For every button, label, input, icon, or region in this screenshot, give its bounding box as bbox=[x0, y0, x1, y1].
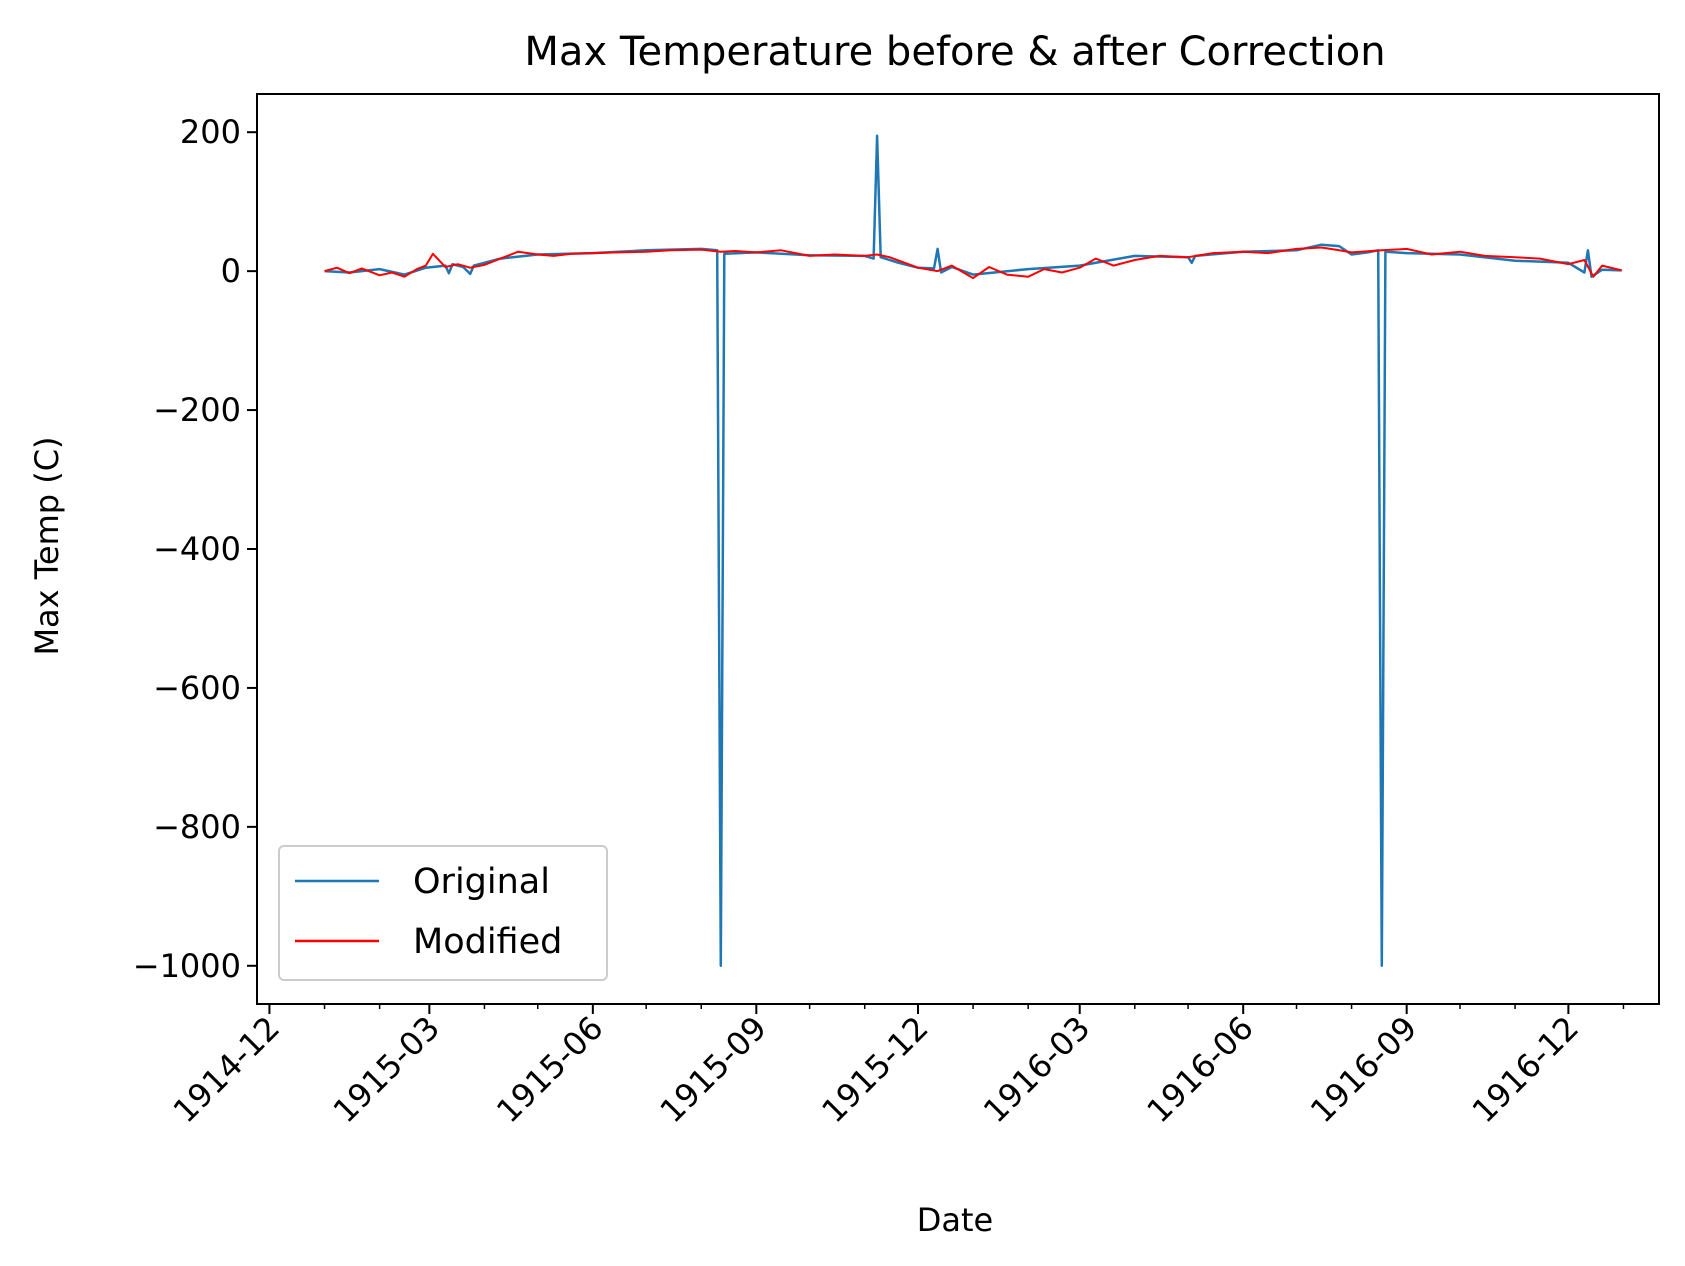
legend: Original Modified bbox=[278, 845, 608, 981]
legend-box bbox=[278, 845, 608, 981]
y-tick-label: −600 bbox=[153, 669, 241, 707]
legend-label-modified: Modified bbox=[413, 922, 562, 962]
x-axis-label: Date bbox=[917, 1201, 993, 1239]
legend-label-original: Original bbox=[413, 862, 550, 902]
y-tick-label: −1000 bbox=[133, 947, 241, 985]
series-line-modified bbox=[324, 246, 1622, 280]
y-axis-label: Max Temp (C) bbox=[28, 436, 66, 655]
y-tick-label: −200 bbox=[153, 391, 241, 429]
series-layer bbox=[324, 134, 1622, 968]
y-tick-label: 200 bbox=[180, 113, 241, 151]
chart-title: Max Temperature before & after Correctio… bbox=[524, 29, 1385, 75]
y-tick-label: −400 bbox=[153, 530, 241, 568]
y-tick-label: −800 bbox=[153, 808, 241, 846]
y-axis: 200 0 −200 −400 −600 −800 −1000 bbox=[133, 113, 257, 985]
y-tick-label: 0 bbox=[221, 252, 241, 290]
series-line-original bbox=[324, 134, 1622, 968]
